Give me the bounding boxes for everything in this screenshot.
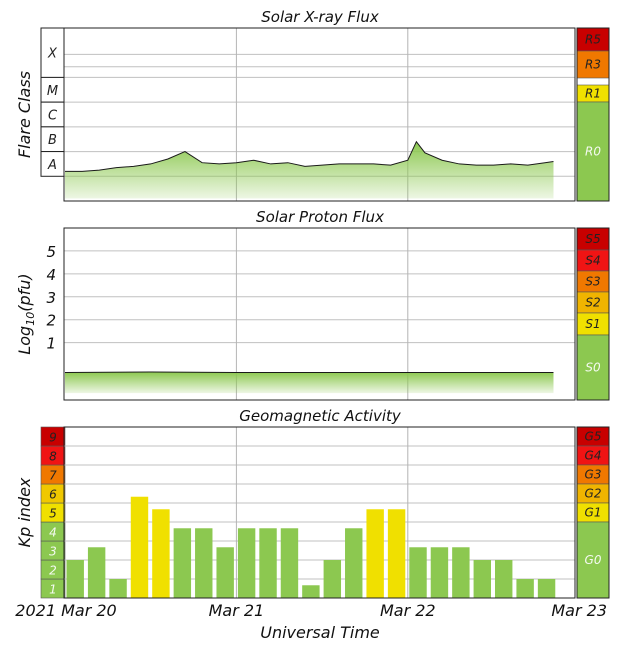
kp-level-label: 1 [49, 583, 57, 597]
flare-class-label: X [47, 47, 58, 62]
y-axis-label: Log10(pfu) [15, 273, 37, 354]
kp-bar [409, 547, 427, 598]
scale-border [576, 426, 610, 599]
kp-bar [237, 528, 256, 598]
scale-label: G0 [585, 553, 602, 567]
kp-bar [366, 509, 384, 598]
kp-bar [87, 547, 106, 598]
scale-label: G5 [585, 430, 602, 444]
flare-class-label: M [47, 84, 58, 99]
kp-bar [452, 547, 470, 598]
kp-bar [473, 560, 491, 598]
kp-bar [495, 560, 513, 598]
proton-flux-area [65, 372, 554, 394]
scale-band [576, 521, 610, 599]
y-axis-label: Kp index [15, 477, 34, 547]
xray-flux-line [65, 140, 554, 172]
geomagnetic-panel: Geomagnetic Activity 1 2 3 4 5 6 7 8 9 G5 G4 G3 G2 G1 G… [15, 407, 610, 599]
plot-area [64, 228, 575, 400]
scale-label: R1 [585, 87, 601, 101]
flare-class-label: A [47, 158, 57, 173]
scale-label: S3 [585, 275, 600, 289]
scale-label: S2 [585, 296, 600, 310]
y-axis-label: Flare Class [15, 71, 34, 158]
kp-level-label: 7 [49, 469, 57, 483]
scale-label: S5 [585, 232, 600, 246]
proton-flux-panel: Solar Proton Flux 1 2 3 4 5 S5 S4 S3 S2 S1 S0 Log10(… [15, 208, 610, 401]
kp-level-label: 2 [49, 564, 57, 578]
y-tick-label: 2 [46, 312, 56, 330]
y-axis-label-subscript: 10 [24, 312, 37, 326]
scale-label: G1 [585, 506, 602, 520]
kp-bar [280, 528, 299, 598]
scale-band [576, 101, 610, 202]
panel-title: Solar X-ray Flux [261, 8, 379, 26]
y-tick-label: 3 [46, 289, 56, 307]
scale-label: G3 [585, 468, 602, 482]
scale-label: S4 [585, 254, 600, 268]
scale-label: R3 [585, 58, 601, 72]
kp-level-label: 4 [49, 526, 57, 540]
kp-bar [195, 528, 213, 598]
flare-class-label: C [48, 109, 58, 124]
x-tick-label: Mar 21 [209, 601, 265, 620]
kp-level-box [40, 426, 66, 447]
kp-bar [66, 560, 84, 598]
kp-level-label: 5 [49, 507, 57, 521]
y-tick-label: 1 [46, 335, 56, 353]
kp-bar [323, 560, 342, 598]
panel-title: Solar Proton Flux [256, 208, 384, 226]
y-tick-label: 4 [46, 266, 56, 284]
kp-level-label: 9 [49, 431, 57, 445]
scale-border [576, 27, 610, 202]
plot-border [63, 426, 576, 599]
scale-label: G2 [585, 487, 602, 501]
kp-level-label: 6 [49, 488, 57, 502]
time-axis: 2021 Mar 20 Mar 21 Mar 22 Mar 23 Universal T… [15, 601, 607, 642]
x-axis-label: Universal Time [260, 623, 380, 642]
x-tick-label: 2021 Mar 20 [15, 601, 116, 620]
kp-bar [152, 509, 170, 598]
x-tick-label: Mar 22 [380, 601, 436, 620]
kp-level-label: 3 [49, 545, 57, 559]
plot-border [63, 227, 576, 401]
kp-bar [302, 585, 320, 598]
kp-bar [173, 528, 192, 598]
kp-bar [430, 547, 449, 598]
kp-bar [216, 547, 234, 598]
scale-label: R0 [585, 145, 601, 159]
flare-class-label: B [48, 133, 57, 148]
scale-label: R5 [585, 33, 601, 47]
kp-bar [387, 509, 406, 598]
kp-bar [259, 528, 277, 598]
x-tick-label: Mar 23 [551, 601, 607, 620]
kp-level-label: 8 [49, 450, 57, 464]
scale-label: S1 [585, 317, 600, 331]
y-axis-label-part: (pfu) [15, 273, 34, 311]
plot-border [63, 27, 576, 202]
scale-label: G4 [585, 449, 602, 463]
scale-band [576, 334, 610, 401]
y-tick-label: 5 [46, 243, 56, 261]
panel-title: Geomagnetic Activity [239, 407, 402, 425]
kp-bar [537, 579, 556, 598]
kp-bar [130, 496, 149, 598]
y-axis-label-part: Log [15, 326, 34, 355]
kp-bar [109, 579, 127, 598]
scale-border [576, 227, 610, 401]
scale-label: S0 [585, 361, 601, 375]
kp-bar [516, 579, 534, 598]
scale-band [576, 50, 610, 79]
kp-bar [345, 528, 363, 598]
